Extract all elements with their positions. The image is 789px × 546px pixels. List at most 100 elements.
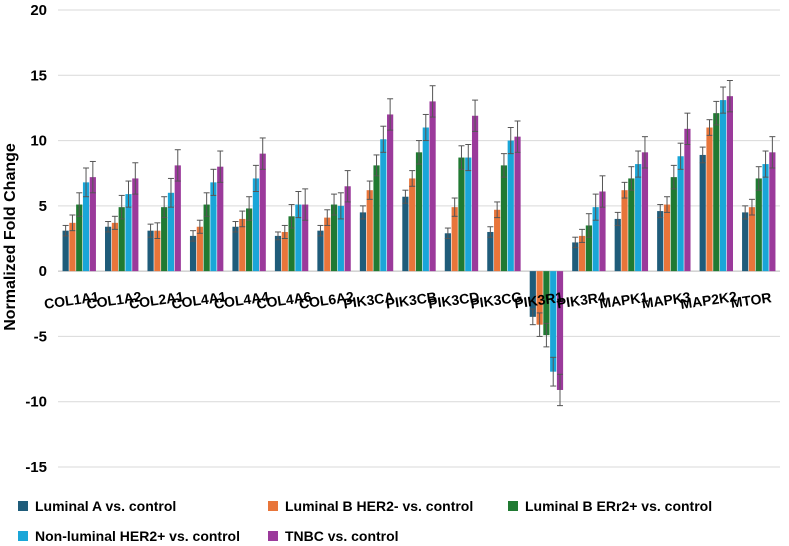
- bar: [572, 242, 579, 272]
- y-tick-label: 0: [39, 263, 47, 280]
- bar: [217, 166, 224, 272]
- category-label: COL1A1: [43, 288, 100, 312]
- legend-label: Luminal B ERr2+ vs. control: [525, 498, 713, 514]
- y-tick-label: 5: [39, 198, 47, 215]
- y-axis-label: Normalized Fold Change: [2, 143, 19, 331]
- bar: [719, 100, 727, 272]
- bar: [726, 96, 733, 272]
- legend-label: TNBC vs. control: [285, 528, 399, 544]
- bar: [402, 196, 409, 272]
- bar: [635, 164, 642, 272]
- bar: [494, 209, 501, 272]
- bar: [246, 208, 253, 272]
- legend-item: TNBC vs. control: [268, 528, 399, 544]
- y-tick-label: -5: [34, 328, 47, 345]
- bar: [196, 226, 203, 272]
- error-bars: [62, 80, 776, 407]
- bar: [514, 136, 521, 272]
- bar: [317, 230, 324, 272]
- bar: [189, 235, 197, 272]
- bar: [89, 177, 96, 272]
- bar: [663, 204, 671, 272]
- bar: [373, 165, 380, 272]
- legend-item: Luminal A vs. control: [18, 498, 176, 514]
- bar: [585, 225, 592, 272]
- bar: [429, 101, 436, 272]
- bar: [252, 178, 260, 272]
- bar: [465, 157, 472, 272]
- bar: [422, 127, 429, 272]
- bar: [337, 205, 344, 272]
- bar: [118, 207, 125, 272]
- bar: [706, 127, 713, 272]
- bar: [239, 218, 246, 272]
- bar: [471, 115, 479, 272]
- bar: [147, 230, 154, 272]
- y-tick-label: 10: [30, 133, 47, 150]
- category-label: COL4A4: [213, 288, 270, 312]
- bar: [387, 114, 394, 272]
- bar: [742, 212, 749, 272]
- bar: [324, 217, 331, 272]
- bar: [295, 204, 302, 272]
- y-axis-ticks: -15 -10 -5 0 5 10 15 20: [25, 2, 47, 476]
- bar: [677, 156, 684, 272]
- bar: [330, 204, 338, 272]
- category-label: MAP2K2: [679, 288, 738, 312]
- bar: [550, 271, 557, 372]
- bar: [507, 140, 514, 272]
- bar: [302, 204, 309, 272]
- bar: [281, 231, 288, 272]
- bar: [125, 194, 132, 272]
- bar: [614, 218, 621, 272]
- y-tick-label: 15: [30, 67, 47, 84]
- category-label: COL4A1: [170, 288, 227, 312]
- category-label: COL4A6: [255, 288, 312, 312]
- bar: [592, 207, 599, 272]
- y-tick-label: -15: [25, 459, 47, 476]
- bar: [69, 222, 76, 272]
- legend-swatch: [18, 531, 28, 541]
- bar: [621, 190, 628, 272]
- bar: [359, 212, 367, 272]
- bar: [111, 222, 119, 272]
- legend-item: Luminal B HER2- vs. control: [268, 498, 473, 514]
- bar: [62, 230, 69, 272]
- bar: [344, 186, 351, 272]
- bar: [699, 154, 706, 272]
- bar: [409, 178, 416, 272]
- category-label: PIK3CD: [427, 289, 480, 312]
- bar: [578, 235, 586, 272]
- y-tick-label: 20: [30, 2, 47, 19]
- legend-swatch: [508, 501, 518, 511]
- bar: [755, 178, 762, 272]
- legend-label: Luminal A vs. control: [35, 498, 177, 514]
- bar: [599, 191, 606, 272]
- category-label: COL2A1: [128, 288, 185, 312]
- bar: [684, 128, 691, 272]
- bar: [132, 178, 139, 272]
- category-label: PIK3CB: [385, 289, 438, 312]
- category-label: MTOR: [730, 289, 773, 311]
- bar: [288, 216, 295, 272]
- bar: [529, 271, 536, 317]
- y-tick-label: -10: [25, 394, 47, 411]
- legend-label: Luminal B HER2- vs. control: [285, 498, 474, 514]
- bar: [174, 165, 181, 272]
- bar: [536, 271, 543, 325]
- bar: [154, 230, 161, 272]
- bar: [76, 204, 83, 272]
- category-label: PIK3R1: [513, 289, 564, 312]
- bar: [274, 235, 282, 272]
- bar: [670, 177, 677, 272]
- bar: [105, 226, 112, 272]
- bar: [415, 152, 423, 272]
- bar: [161, 207, 168, 272]
- legend-swatch: [268, 501, 278, 511]
- bar: [203, 204, 210, 272]
- legend: Luminal A vs. control Luminal B HER2- vs.…: [0, 490, 789, 546]
- bar: [500, 165, 508, 272]
- bar: [762, 164, 769, 272]
- category-label: COL6A2: [298, 288, 355, 312]
